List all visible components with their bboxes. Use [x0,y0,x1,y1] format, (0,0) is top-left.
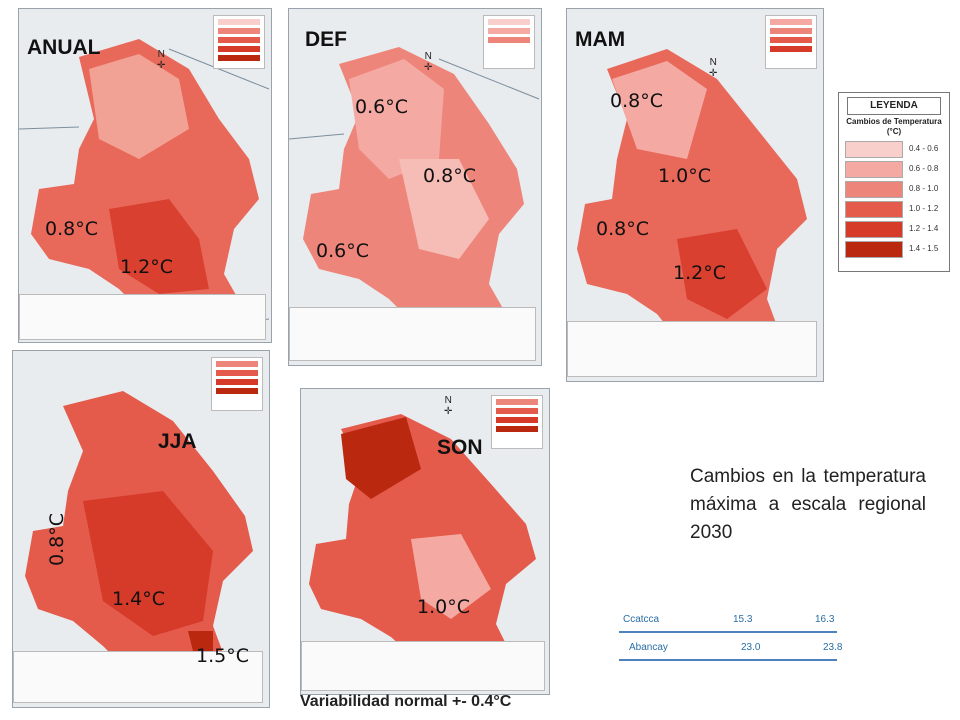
mini-legend [491,395,543,449]
map-anual-terrain [19,39,270,330]
map-def: N ✛ [288,8,542,366]
map-footer [301,641,545,691]
temp-label: 1.5°C [196,645,249,667]
map-son-terrain [309,414,536,655]
map-son: N ✛ [300,388,550,695]
legend-range: 1.0 - 1.2 [909,204,939,213]
map-footer [289,307,536,361]
temp-label: 0.6°C [316,240,369,262]
temp-label: 0.8°C [423,165,476,187]
legend-subtitle: Cambios de Temperatura (°C) [846,117,942,136]
north-arrow-icon: N ✛ [157,49,166,71]
mini-legend [213,15,265,69]
map-footer [19,294,266,340]
mini-legend [483,15,535,69]
temp-label: 1.4°C [112,588,165,610]
temp-label: 1.2°C [673,262,726,284]
temp-label: 0.8°C [45,218,98,240]
variability-note: Variabilidad normal +- 0.4°C [300,693,512,710]
north-arrow-icon: N ✛ [444,395,453,417]
temp-label: 1.0°C [417,596,470,618]
temp-label: 1.0°C [658,165,711,187]
legend: LEYENDA Cambios de Temperatura (°C) 0.4 … [838,92,950,272]
station-value: 23.0 [741,642,761,653]
north-arrow-icon: N ✛ [424,51,433,73]
map-jja-terrain [25,391,253,666]
caption: Cambios en la temperatura máxima a escal… [690,466,926,543]
station-value: 15.3 [733,614,753,625]
legend-swatch [845,241,903,258]
table-row: Abancay 23.0 23.8 [619,637,842,661]
legend-range: 0.8 - 1.0 [909,184,939,193]
temp-label: 0.6°C [355,96,408,118]
map-jja [12,350,270,708]
map-mam: N ✛ [566,8,824,382]
legend-swatch [845,221,903,238]
station-name: Abancay [629,642,668,653]
temp-label: 0.8°C [46,513,68,566]
season-label-def: DEF [305,28,347,51]
temp-label: 0.8°C [610,90,663,112]
table-row: Ccatcca 15.3 16.3 [619,609,837,633]
temp-label: 1.2°C [120,256,173,278]
station-value: 23.8 [823,642,843,653]
map-anual: N ✛ [18,8,272,343]
legend-range: 1.2 - 1.4 [909,224,939,233]
legend-range: 1.4 - 1.5 [909,244,939,253]
mini-legend [765,15,817,69]
map-footer [567,321,817,377]
season-label-jja: JJA [158,430,197,453]
map-footer [13,651,263,703]
map-mam-terrain [577,49,807,339]
station-value: 16.3 [815,614,835,625]
legend-range: 0.4 - 0.6 [909,144,939,153]
legend-title: LEYENDA [847,97,941,115]
legend-swatch [845,181,903,198]
legend-swatch [845,161,903,178]
legend-swatch [845,201,903,218]
legend-range: 0.6 - 0.8 [909,164,939,173]
mini-legend [211,357,263,411]
legend-swatch [845,141,903,158]
north-arrow-icon: N ✛ [709,57,718,79]
temp-label: 0.8°C [596,218,649,240]
station-name: Ccatcca [623,614,660,625]
map-def-terrain [289,47,540,319]
season-label-anual: ANUAL [27,36,101,59]
season-label-son: SON [437,436,483,459]
season-label-mam: MAM [575,28,626,51]
